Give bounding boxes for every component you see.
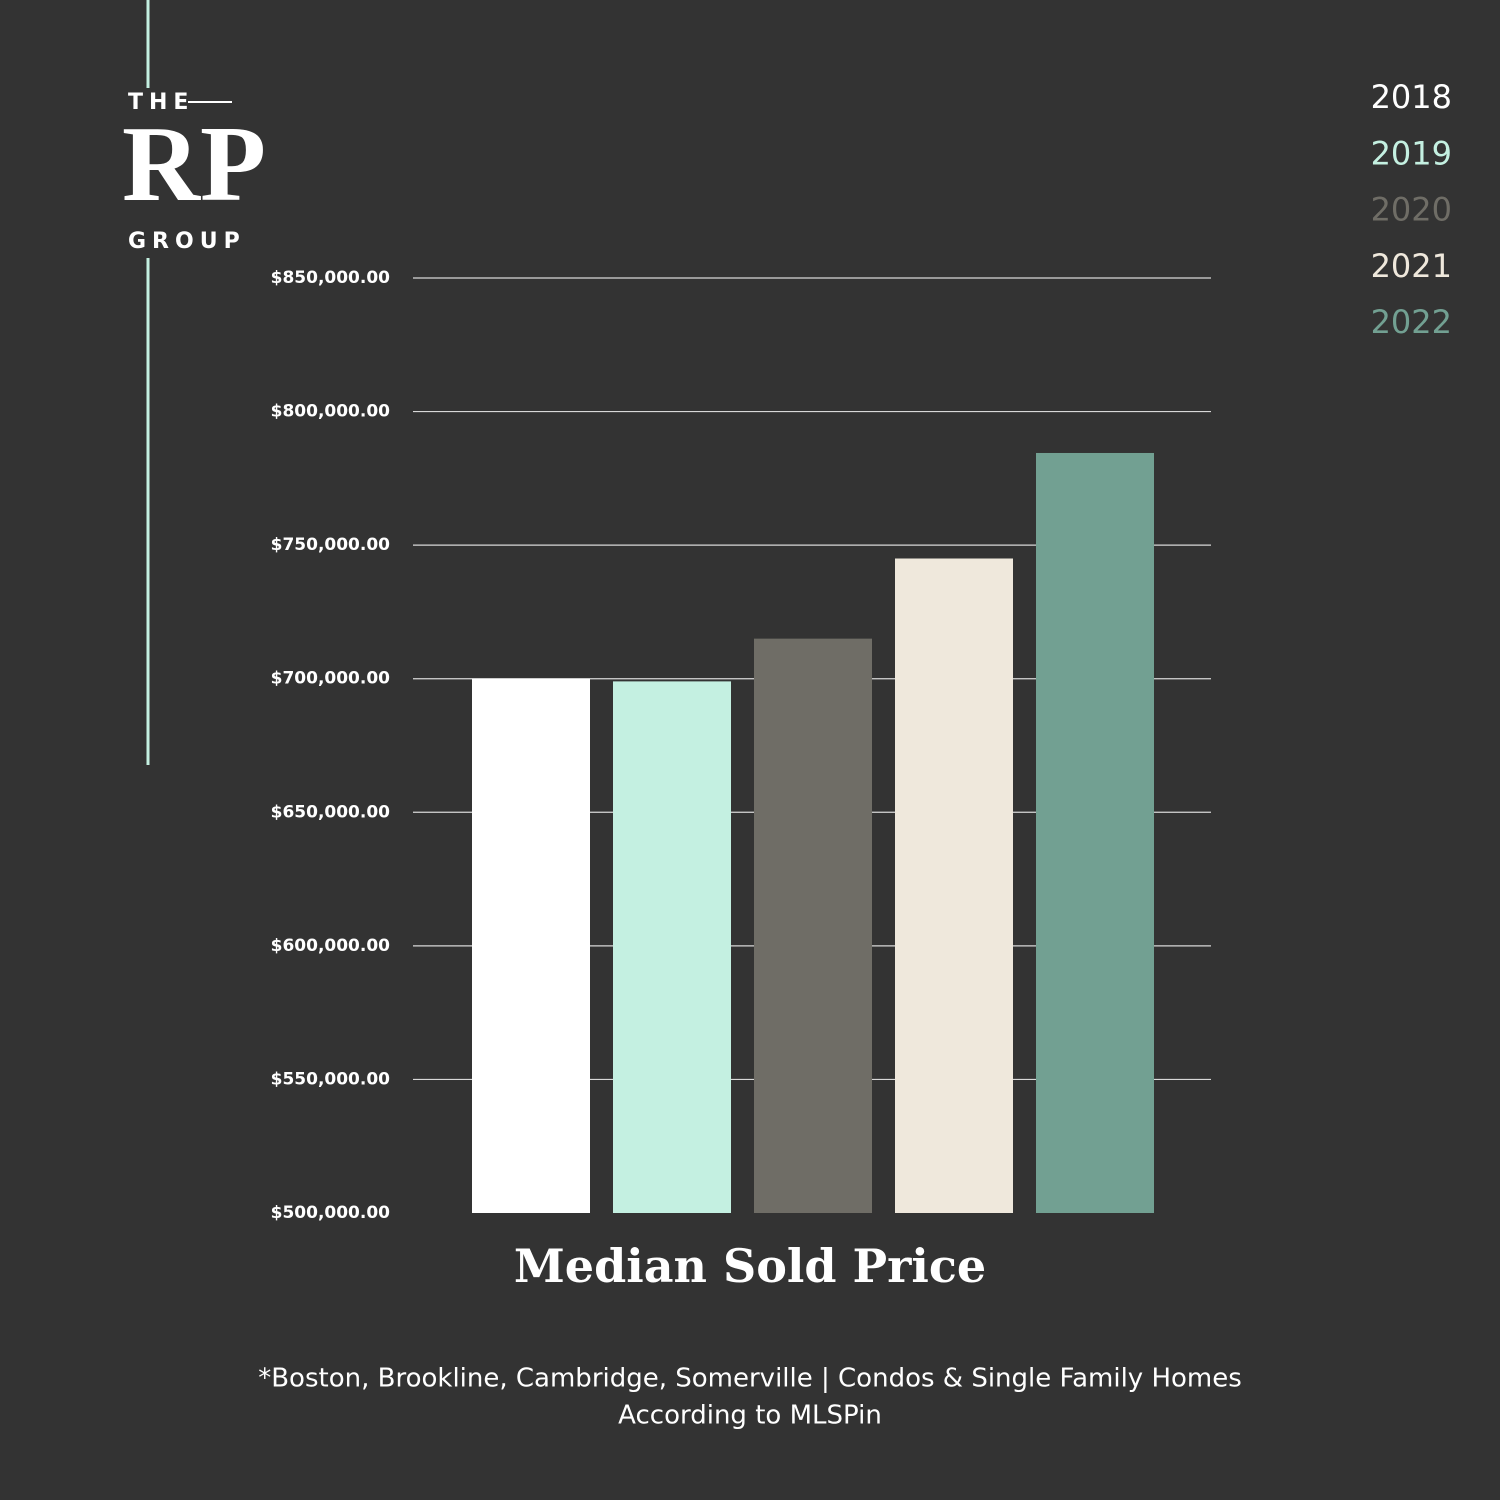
y-tick-label: $500,000.00 (271, 1203, 391, 1223)
y-tick-label: $550,000.00 (271, 1069, 391, 1089)
bar (613, 681, 731, 1213)
logo-text: RP (122, 105, 266, 224)
legend-label: 2018 (1371, 78, 1452, 116)
logo-text: GROUP (128, 229, 246, 254)
y-tick-label: $750,000.00 (271, 535, 391, 555)
y-tick-label: $850,000.00 (271, 268, 391, 288)
y-tick-label: $700,000.00 (271, 669, 391, 689)
chart-title: Median Sold Price (514, 1239, 986, 1293)
footnote: *Boston, Brookline, Cambridge, Somervill… (258, 1364, 1242, 1394)
y-tick-label: $800,000.00 (271, 402, 391, 422)
logo-text: THE (128, 90, 194, 115)
legend-label: 2020 (1371, 191, 1452, 229)
legend-label: 2021 (1371, 247, 1452, 285)
y-tick-label: $600,000.00 (271, 936, 391, 956)
bar (1036, 452, 1154, 1213)
bar (472, 678, 590, 1213)
footnote: According to MLSPin (618, 1401, 882, 1431)
legend-label: 2022 (1371, 303, 1452, 341)
legend-label: 2019 (1371, 134, 1452, 172)
bar (895, 558, 1013, 1213)
bar (754, 638, 872, 1213)
y-tick-label: $650,000.00 (271, 802, 391, 822)
